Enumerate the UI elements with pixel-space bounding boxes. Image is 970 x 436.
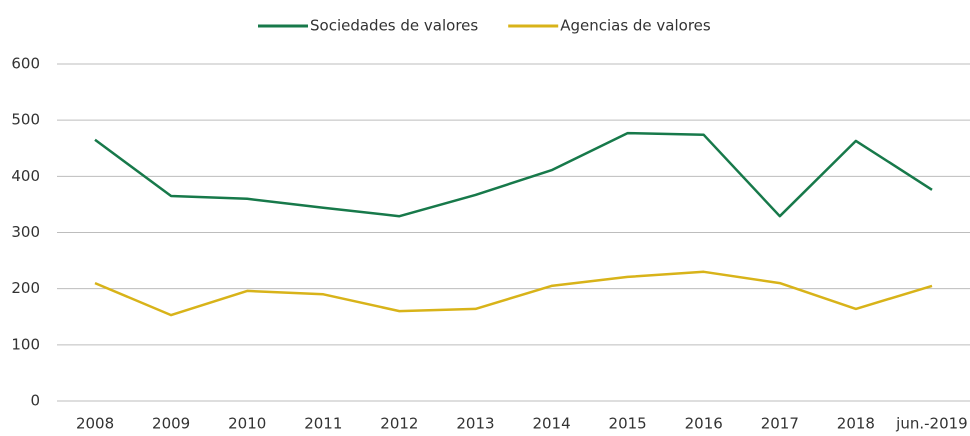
legend-label: Agencias de valores — [560, 17, 711, 35]
x-tick-label: jun.-2019 — [895, 415, 968, 433]
x-tick-label: 2010 — [228, 415, 266, 433]
x-tick-label: 2016 — [685, 415, 723, 433]
x-tick-label: 2011 — [304, 415, 342, 433]
y-tick-label: 600 — [11, 55, 40, 73]
series-line — [94, 131, 933, 218]
x-tick-label: 2017 — [761, 415, 799, 433]
y-tick-label: 0 — [30, 392, 40, 410]
x-tick-label: 2012 — [380, 415, 418, 433]
y-tick-label: 300 — [11, 223, 40, 241]
y-tick-label: 100 — [11, 335, 40, 353]
x-tick-label: 2014 — [532, 415, 570, 433]
y-tick-label: 200 — [11, 279, 40, 297]
x-tick-label: 2009 — [152, 415, 190, 433]
series-line — [94, 270, 933, 317]
x-tick-label: 2015 — [609, 415, 647, 433]
legend-label: Sociedades de valores — [310, 17, 478, 35]
y-tick-label: 400 — [11, 167, 40, 185]
y-tick-label: 500 — [11, 111, 40, 129]
x-tick-label: 2013 — [456, 415, 494, 433]
x-tick-label: 2008 — [76, 415, 114, 433]
x-tick-label: 2018 — [837, 415, 875, 433]
